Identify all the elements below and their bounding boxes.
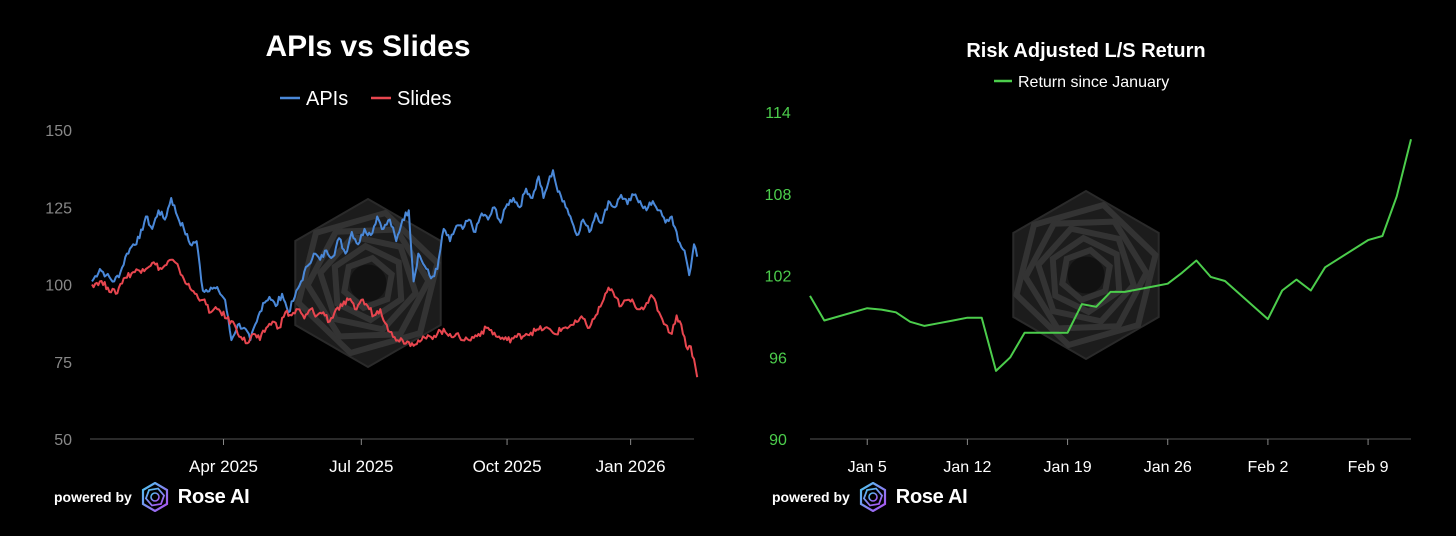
y-tick-label: 50 [54,432,72,449]
x-tick-label: Jan 12 [943,459,991,476]
y-tick-label: 100 [45,278,72,295]
legend-label-slides: Slides [397,88,451,110]
chart-title: APIs vs Slides [265,30,470,63]
x-tick-label: Apr 2025 [189,457,258,476]
rose-ai-name: Rose AI [177,485,250,508]
x-tick-label: Feb 2 [1247,459,1288,476]
legend: Return since January [994,74,1169,91]
series-group [809,139,1412,372]
rose-ai-logo-icon [859,482,886,512]
y-tick-label: 102 [765,269,792,286]
x-tick-label: Jan 19 [1044,459,1092,476]
powered-by-branding: powered by Rose AI [54,482,250,512]
y-tick-label: 90 [769,432,787,449]
series-line-slides [91,258,699,378]
y-tick-label: 114 [765,105,791,122]
x-tick-label: Feb 9 [1348,459,1389,476]
x-axis: Jan 5 Jan 12 Jan 19 Jan 26 Feb 2 Feb 9 [848,439,1389,476]
rose-ai-watermark-icon [294,197,442,369]
series-group [91,169,699,378]
risk-adjusted-return-chart: Risk Adjusted L/S Return Return since Ja… [765,40,1412,476]
y-tick-label: 96 [769,350,787,367]
y-tick-label: 125 [45,200,72,217]
y-tick-label: 108 [765,187,792,204]
rose-ai-name: Rose AI [895,485,968,508]
y-axis: 90 96 102 108 114 [765,105,792,449]
powered-by-branding: powered by Rose AI [772,482,968,512]
legend: APIs Slides [280,88,451,110]
x-tick-label: Jan 2026 [596,457,666,476]
powered-by-label: powered by [54,489,132,505]
x-tick-label: Jan 5 [848,459,887,476]
y-tick-label: 150 [45,123,72,140]
x-tick-label: Jul 2025 [329,457,393,476]
risk-adjusted-return-panel: Risk Adjusted L/S Return Return since Ja… [728,0,1456,536]
rose-ai-logo-icon [141,482,168,512]
y-tick-label: 75 [54,355,72,372]
legend-label-apis: APIs [306,88,348,110]
chart-title: Risk Adjusted L/S Return [966,40,1205,62]
apis-vs-slides-chart: APIs vs Slides APIs Slides 50 75 100 125 150… [45,30,699,476]
apis-vs-slides-panel: APIs vs Slides APIs Slides 50 75 100 125 150… [45,30,699,512]
powered-by-label: powered by [772,489,850,505]
x-tick-label: Oct 2025 [473,457,542,476]
x-axis: Apr 2025 Jul 2025 Oct 2025 Jan 2026 [189,439,666,476]
series-line-apis [91,169,699,342]
series-line-return [809,139,1412,372]
legend-label-return: Return since January [1018,74,1169,91]
rose-ai-watermark-icon [1012,189,1160,361]
x-tick-label: Jan 26 [1144,459,1192,476]
y-axis: 50 75 100 125 150 [45,123,72,449]
